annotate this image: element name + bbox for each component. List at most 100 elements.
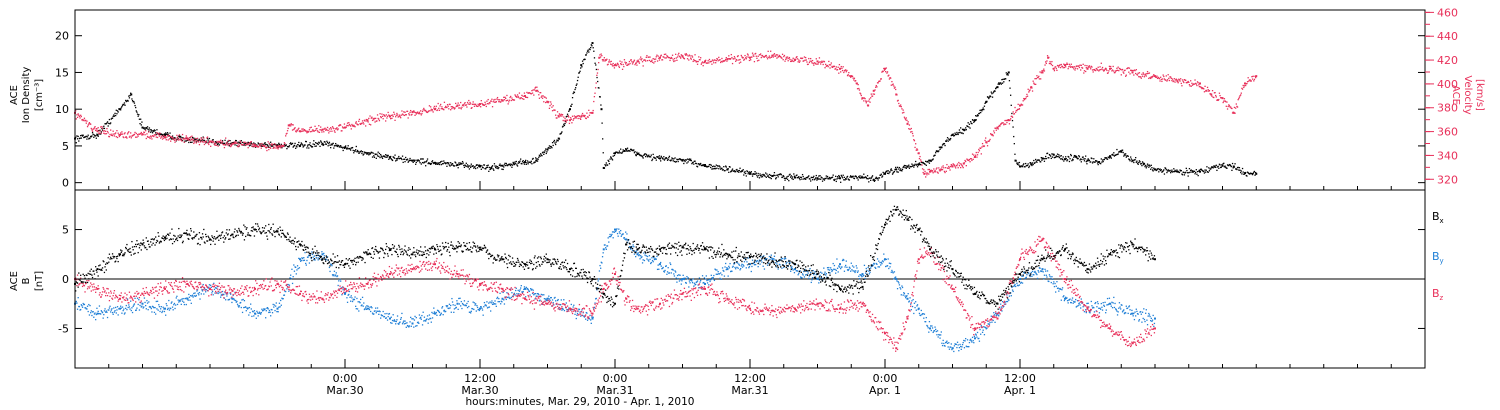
top-red-sample: [755, 55, 757, 57]
top-red-sample: [820, 61, 822, 63]
bottom-blue-sample: [465, 305, 467, 307]
bottom-blue-sample: [379, 310, 381, 313]
top-black-sample: [117, 111, 119, 113]
bottom-blue-sample: [747, 257, 749, 259]
bottom-blue-sample: [295, 273, 297, 275]
top-red-sample: [1048, 62, 1051, 65]
bottom-blue-sample: [416, 325, 418, 327]
top-black-sample: [612, 155, 614, 157]
bottom-blue-sample: [538, 294, 540, 296]
top-red-sample: [503, 99, 506, 101]
bottom-blue-sample: [386, 312, 388, 315]
bottom-blue-sample: [279, 306, 281, 308]
top-black-sample: [765, 176, 767, 178]
top-red-sample: [145, 130, 147, 132]
top-black-sample: [1073, 156, 1075, 158]
top-black-sample: [330, 146, 332, 149]
top-red-sample: [265, 147, 267, 149]
bottom-blue-sample: [683, 277, 685, 280]
top-black-sample: [1092, 161, 1094, 163]
top-black-sample: [152, 130, 154, 132]
bottom-blue-sample: [80, 304, 82, 306]
top-red-sample: [1115, 70, 1117, 72]
bottom-blue-sample: [610, 234, 612, 237]
top-black-sample: [1105, 157, 1107, 159]
top-red-sample: [694, 54, 696, 56]
top-red-sample: [1034, 78, 1036, 80]
top-black-sample: [777, 176, 779, 178]
top-black-sample: [723, 166, 725, 168]
top-red-sample: [505, 97, 507, 100]
top-red-sample: [490, 100, 492, 102]
top-black-sample: [435, 163, 437, 165]
top-red-sample: [251, 145, 253, 148]
top-black-sample: [958, 129, 961, 131]
top-black-sample: [303, 145, 305, 147]
top-red-sample: [752, 54, 754, 56]
top-black-sample: [378, 152, 381, 155]
top-red-sample: [288, 125, 291, 127]
top-black-sample: [1001, 82, 1004, 84]
top-red-sample: [938, 169, 941, 171]
top-black-sample: [253, 142, 255, 144]
bottom-blue-sample: [680, 279, 682, 281]
top-black-sample: [622, 149, 624, 151]
top-red-sample: [109, 133, 111, 136]
top-black-point: [704, 164, 706, 167]
top-black-sample: [103, 127, 106, 130]
top-black-sample: [413, 160, 416, 162]
top-black-sample: [1049, 154, 1051, 156]
top-red-sample: [804, 59, 806, 61]
top-red-sample: [295, 131, 297, 133]
top-red-sample: [811, 62, 813, 64]
bottom-blue-sample: [329, 270, 331, 273]
top-red-sample: [1040, 72, 1042, 74]
top-red-sample: [176, 134, 178, 137]
bottom-blue-sample: [248, 314, 250, 316]
top-black-sample: [145, 126, 147, 129]
bottom-blue-sample: [580, 315, 582, 317]
bottom-blue-sample: [175, 304, 177, 306]
top-red-sample: [1215, 96, 1217, 98]
top-black-sample: [606, 164, 609, 166]
top-black-sample: [373, 155, 375, 157]
top-red-sample: [78, 115, 81, 118]
top-red-sample: [934, 169, 936, 172]
top-black-sample: [633, 152, 636, 154]
top-red-point: [546, 100, 549, 103]
top-black-sample: [1136, 160, 1138, 162]
top-black-sample: [740, 171, 742, 173]
bottom-blue-sample: [248, 306, 251, 309]
top-red-sample: [1102, 69, 1104, 71]
top-red-sample: [1078, 65, 1080, 67]
top-black-point: [1097, 161, 1100, 164]
top-red-sample: [1072, 66, 1074, 68]
top-red-sample: [736, 59, 738, 61]
top-red-sample: [315, 129, 317, 132]
bottom-blue-sample: [125, 304, 127, 307]
top-black-sample: [428, 162, 430, 164]
top-red-sample: [289, 123, 291, 126]
top-black-sample: [1145, 164, 1147, 167]
top-black-sample: [1044, 157, 1046, 160]
top-red-sample: [920, 160, 922, 163]
top-black-sample: [371, 156, 374, 158]
top-black-sample: [468, 165, 470, 167]
top-black-sample: [809, 178, 811, 180]
top-red-point: [951, 165, 954, 168]
bottom-blue-sample: [601, 262, 603, 264]
top-red-sample: [1120, 68, 1122, 71]
top-red-sample: [114, 133, 116, 135]
top-black-sample: [747, 173, 749, 175]
top-red-sample: [330, 127, 332, 129]
bottom-blue-sample: [289, 277, 291, 279]
top-red-sample: [1246, 81, 1249, 83]
top-black-sample: [320, 140, 322, 142]
top-black-sample: [380, 155, 382, 157]
bottom-blue-sample: [418, 322, 420, 324]
top-red-sample: [303, 129, 306, 131]
top-black-sample: [109, 123, 111, 125]
top-black-sample: [897, 171, 899, 173]
top-black-sample: [1101, 159, 1104, 161]
bottom-blue-sample: [426, 318, 428, 320]
